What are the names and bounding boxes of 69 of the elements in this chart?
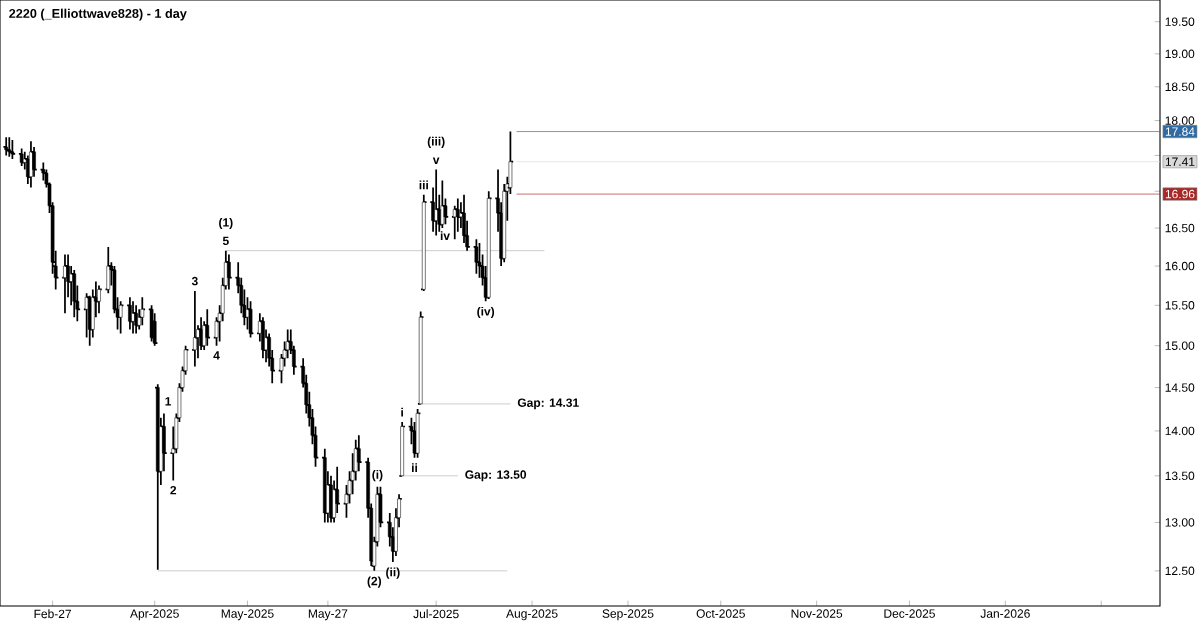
x-tick-label: May-2025 <box>221 609 274 621</box>
candlestick <box>322 447 327 524</box>
x-tick-label: Feb-27 <box>34 609 71 619</box>
y-tick-label: 14.00 <box>1165 426 1195 436</box>
candlestick <box>106 246 111 295</box>
y-tick-label: 15.50 <box>1165 301 1195 310</box>
annotation: (iii) <box>427 136 445 148</box>
y-tick-label: 19.00 <box>1165 49 1195 59</box>
text: 2220 (_Elliottwave828) - 1 day <box>9 8 187 21</box>
candlestick <box>7 136 13 158</box>
y-tick-label: 19.50 <box>1165 17 1195 26</box>
x-tick-label: Sep-2025 <box>602 609 654 621</box>
candlestick <box>440 179 445 229</box>
candlestick <box>421 193 426 292</box>
annotation: ii <box>412 463 417 472</box>
candlestick <box>4 136 9 157</box>
candlestick <box>205 308 210 347</box>
x-tick-label: Oct-2025 <box>696 609 745 618</box>
candlestick <box>227 253 231 291</box>
candlestick <box>140 296 145 327</box>
candlestick <box>418 310 423 405</box>
candlestick <box>72 269 77 319</box>
annotation: 4 <box>213 351 220 360</box>
annotation: 3 <box>191 276 198 286</box>
x-tick-label: Apr-2025 <box>130 609 179 621</box>
annotation: (ii) <box>386 567 400 579</box>
y-tick-label: 12.50 <box>1165 566 1195 576</box>
candlestick <box>261 316 265 360</box>
annotation: (iv) <box>477 306 495 319</box>
annotation: 5 <box>222 236 229 246</box>
x-tick-label: Dec-2025 <box>884 609 935 618</box>
annotation: i <box>401 407 403 417</box>
annotation: (2) <box>367 576 382 588</box>
ref-line-label: 16.96 <box>1165 189 1195 199</box>
y-tick-label: 18.00 <box>1165 116 1195 125</box>
y-tick-label: 16.00 <box>1165 261 1195 271</box>
annotation: (i) <box>372 470 383 482</box>
candlestick <box>29 140 33 189</box>
ref-line-label: 17.84 <box>1165 127 1195 136</box>
x-tick-label: Nov-2025 <box>791 609 843 618</box>
x-tick-label: Jul-2025 <box>413 609 459 619</box>
y-tick-label: 16.50 <box>1165 223 1195 233</box>
x-tick-label: Jan-2026 <box>980 609 1030 618</box>
y-tick-label: 14.50 <box>1165 383 1195 392</box>
y-tick-label: 18.50 <box>1165 82 1195 92</box>
candlestick <box>149 304 154 343</box>
annotation: (1) <box>219 217 233 230</box>
candlestick <box>443 197 448 226</box>
candlestick <box>474 238 479 275</box>
candlestick <box>486 190 491 300</box>
annotation: 1 <box>165 397 172 406</box>
annotation: 2 <box>170 485 177 495</box>
candlestick <box>97 284 101 315</box>
candlestick <box>400 421 404 477</box>
annotation: Gap: 14.31 <box>517 398 579 410</box>
y-tick-label: 13.00 <box>1165 518 1195 527</box>
y-tick-label: 13.50 <box>1165 471 1195 481</box>
candlestick <box>193 290 197 368</box>
annotation: v <box>432 157 440 164</box>
annotation: iii <box>419 180 428 190</box>
annotation: iv <box>440 231 450 240</box>
candlestick <box>155 383 160 571</box>
candlestick <box>19 147 24 167</box>
ref-line-label: 17.41 <box>1165 157 1195 166</box>
x-tick-label: Aug-2025 <box>506 609 558 621</box>
x-tick-label: May-27 <box>308 609 348 621</box>
annotation: Gap: 13.50 <box>465 470 527 482</box>
candlestick <box>10 139 17 160</box>
y-tick-label: 15.00 <box>1165 341 1195 350</box>
